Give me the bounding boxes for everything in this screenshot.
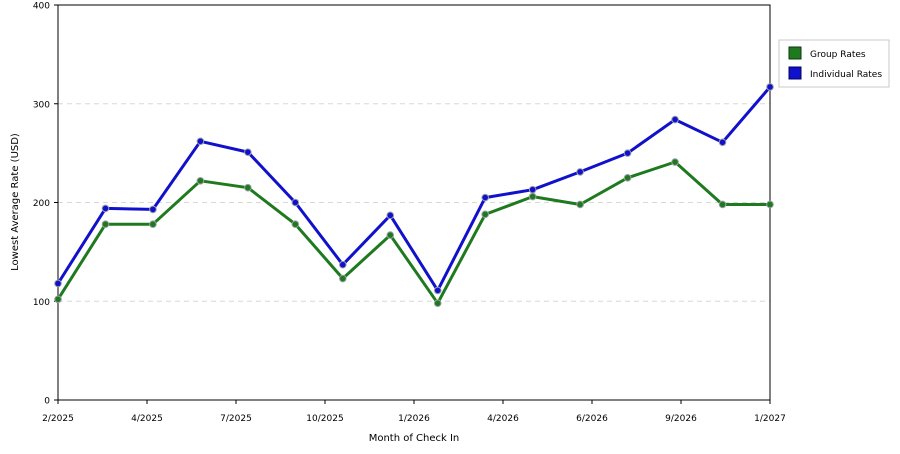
group-rates-point	[718, 200, 727, 209]
group-rates-point	[386, 231, 395, 239]
individual-rates-point	[433, 286, 442, 295]
individual-rates-point	[149, 205, 157, 214]
group-rates-point	[623, 174, 632, 182]
x-tick-label: 10/2025	[306, 414, 343, 424]
individual-rates-point	[671, 115, 679, 124]
legend: Group Rates Individual Rates	[778, 39, 890, 88]
individual-rates-point	[244, 148, 252, 156]
x-axis-label: Month of Check In	[369, 433, 460, 444]
y-tick-label: 300	[33, 100, 50, 110]
x-tick-label: 4/2025	[131, 414, 163, 424]
group-rates-point	[576, 200, 584, 209]
group-rates-point	[54, 295, 62, 304]
axes: 0 100 200 300 400 2/2025 4/2025 7/2025 10/2025 1/…	[33, 2, 786, 425]
group-rates-point	[149, 220, 157, 229]
group-rates-point	[766, 200, 774, 209]
group-rates-point	[101, 220, 110, 229]
individual-rates-point	[54, 279, 62, 288]
individual-rates-point	[101, 204, 110, 213]
individual-rates-point	[576, 168, 584, 176]
group-rates-point	[481, 210, 490, 219]
individual-rates-point	[386, 211, 395, 220]
group-rates-line	[56, 160, 770, 305]
individual-rates-line	[56, 86, 772, 292]
y-tick-label: 100	[33, 298, 50, 308]
group-rates-point	[196, 176, 205, 185]
group-rates-point	[291, 220, 300, 229]
x-tick-label: 4/2026	[487, 414, 519, 424]
individual-rates-point	[291, 198, 300, 207]
group-rates-point	[671, 158, 679, 166]
group-rates-point	[528, 192, 537, 201]
legend-label-individual-rates: Individual Rates	[810, 70, 882, 80]
y-tick-label: 0	[44, 397, 50, 407]
x-tick-label: 7/2025	[220, 414, 252, 424]
individual-rates-point	[718, 138, 727, 147]
legend-swatch-individual-rates	[788, 66, 802, 80]
individual-rates-point	[339, 260, 347, 269]
legend-label-group-rates: Group Rates	[810, 50, 866, 60]
individual-rates-point	[196, 137, 205, 146]
series-group	[54, 83, 774, 308]
individual-rates-point	[481, 193, 490, 202]
x-tick-label: 1/2027	[754, 414, 786, 424]
y-axis-label: Lowest Average Rate (USD)	[10, 133, 21, 271]
x-tick-label: 6/2026	[576, 414, 608, 424]
group-rates-point	[433, 299, 442, 308]
individual-rates-point	[528, 185, 537, 194]
individual-rates-point	[623, 149, 632, 157]
group-rates-point	[244, 183, 252, 192]
individual-rates-point	[766, 83, 774, 91]
y-tick-label: 400	[33, 2, 50, 12]
group-rates-point	[339, 274, 347, 283]
y-tick-label: 200	[33, 199, 50, 209]
x-tick-label: 2/2025	[42, 414, 74, 424]
x-tick-label: 9/2026	[665, 414, 697, 424]
x-tick-label: 1/2026	[398, 414, 430, 424]
legend-swatch-group-rates	[788, 46, 802, 60]
